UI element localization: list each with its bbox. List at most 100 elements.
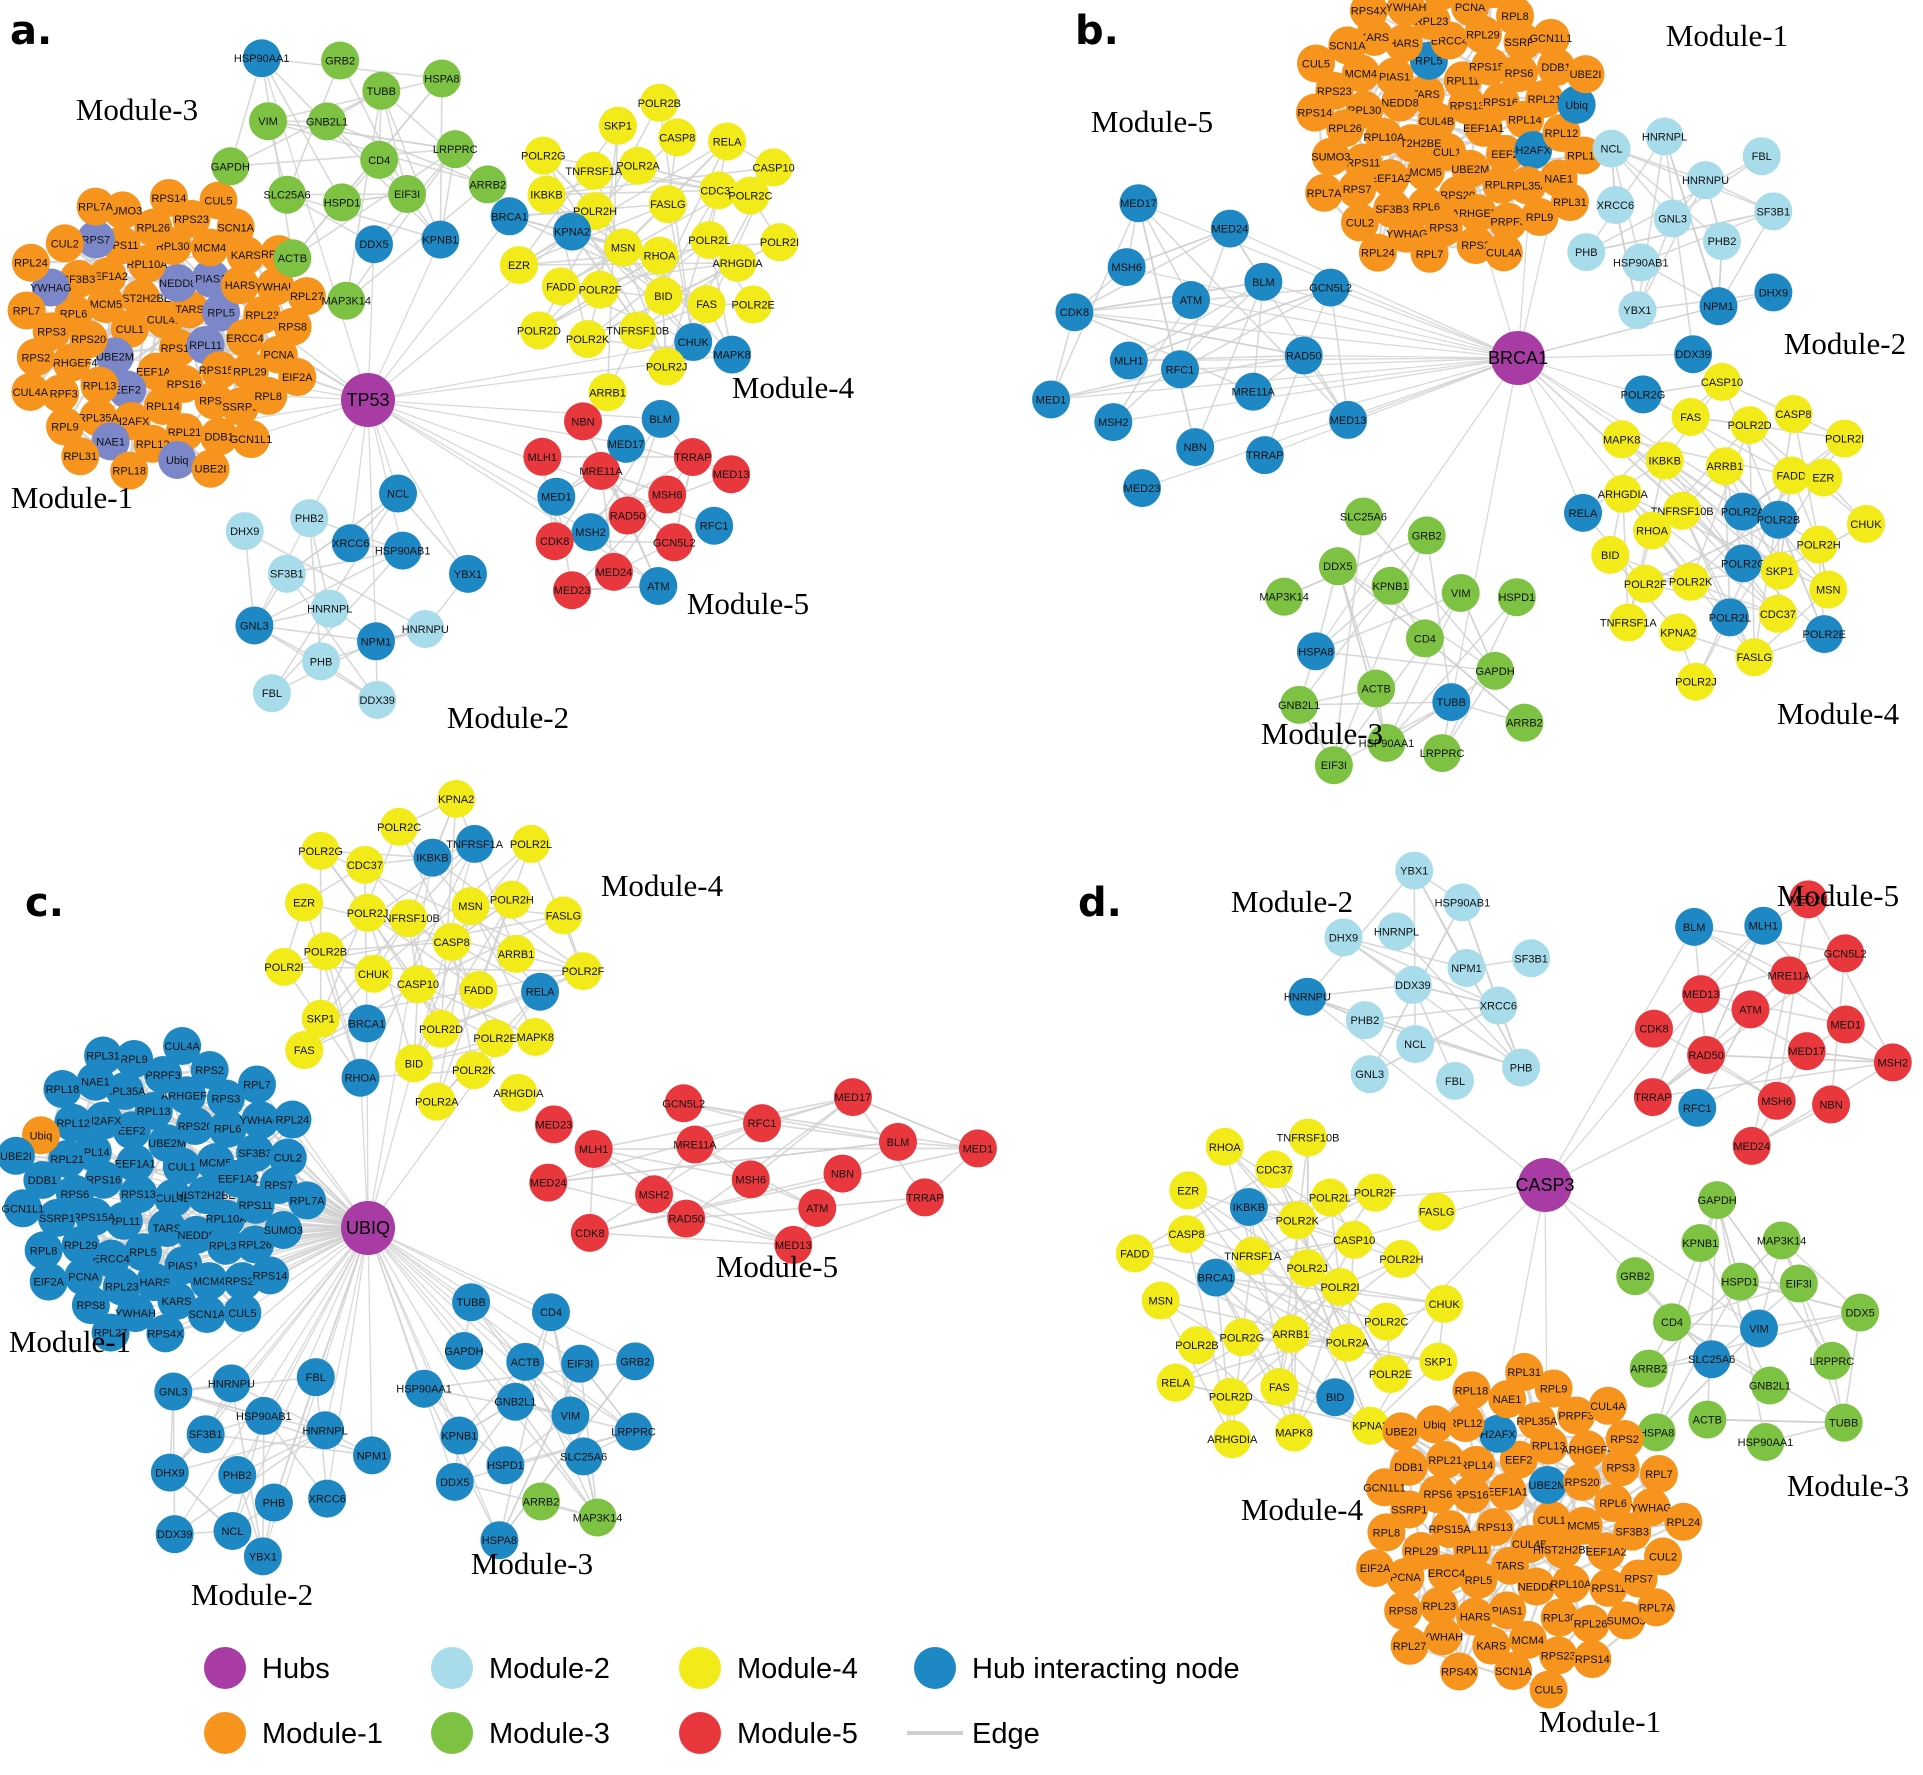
node-label: NEDD8 — [159, 278, 196, 290]
node-circle — [535, 522, 574, 561]
node-circle — [1367, 1513, 1406, 1552]
node-label: BLM — [887, 1137, 910, 1149]
node-label: HSPA8 — [1298, 646, 1333, 658]
node-circle — [1446, 1404, 1485, 1443]
node-label: LRPPRC — [433, 144, 478, 156]
node-circle — [1710, 598, 1749, 637]
node-label: POLR2B — [1757, 515, 1800, 527]
node-CD4: CD4 — [1405, 619, 1444, 658]
node-GNL3: GNL3 — [1350, 1055, 1389, 1094]
module4-swatch — [679, 1647, 721, 1689]
node-CHUK: CHUK — [1847, 504, 1886, 543]
node-label: MED13 — [713, 469, 750, 481]
node-POLR2A: POLR2A — [1326, 1323, 1370, 1362]
node-SSRP1: SSRP1 — [37, 1198, 76, 1237]
node-SKP1: SKP1 — [598, 106, 637, 145]
node-label: PIAS1 — [1492, 1605, 1523, 1617]
node-circle — [798, 1188, 837, 1227]
node-label: TARS — [1496, 1561, 1525, 1573]
node-GAPDH: GAPDH — [1698, 1181, 1737, 1220]
node-FBL: FBL — [1435, 1061, 1474, 1100]
module-label-c-module-4: Module-4 — [601, 868, 724, 903]
node-label: MCM5 — [1567, 1521, 1599, 1533]
module-edge — [273, 1376, 317, 1503]
module-edge — [1333, 535, 1428, 766]
node-circle — [1311, 137, 1350, 176]
node-label: KPNA2 — [554, 227, 590, 239]
node-label: NBN — [831, 1169, 854, 1181]
module-edge — [1137, 202, 1349, 421]
node-label: PCNA — [1455, 2, 1486, 14]
node-MED24: MED24 — [1732, 1126, 1771, 1165]
node-HSPA8: HSPA8 — [480, 1521, 519, 1560]
node-POLR2D: POLR2D — [419, 1009, 463, 1048]
node-circle — [347, 1004, 386, 1043]
node-label: RPL27 — [94, 1328, 128, 1340]
node-MRE11A: MRE11A — [673, 1125, 717, 1164]
node-EIF2A: EIF2A — [278, 358, 317, 397]
node-FADD: FADD — [459, 970, 498, 1009]
legend-item-module-3: Module-3 — [431, 1712, 610, 1754]
node-ARHGEF4: ARHGEF4 — [46, 343, 98, 382]
node-EIF2A: EIF2A — [1356, 1549, 1395, 1588]
node-CDK8: CDK8 — [1055, 293, 1094, 332]
node-RPL26: RPL26 — [134, 208, 173, 247]
node-circle — [155, 1515, 194, 1554]
node-TARS: TARS — [147, 1209, 186, 1248]
node-circle — [220, 266, 259, 305]
node-label: POLR2G — [521, 151, 566, 163]
node-circle — [1772, 456, 1811, 495]
node-circle — [1698, 1181, 1737, 1220]
node-circle — [1490, 1546, 1529, 1585]
node-MRE11A: MRE11A — [1232, 372, 1275, 411]
node-label: PRPF3 — [1490, 217, 1525, 229]
node-HNRNPL: HNRNPL — [1374, 912, 1419, 951]
node-label: ARRB1 — [1273, 1329, 1310, 1341]
node-label: CUL5 — [1535, 1685, 1563, 1697]
node-TNFRSF1A: TNFRSF1A — [446, 824, 504, 863]
node-label: EEF1A1 — [1463, 123, 1504, 135]
node-UBE2M: UBE2M — [148, 1124, 187, 1163]
node-label: RPL26 — [137, 223, 171, 235]
node-circle — [1826, 1005, 1865, 1044]
hub-edge — [366, 1023, 369, 1229]
node-MED13: MED13 — [1682, 975, 1721, 1014]
node-label: RPL30 — [156, 241, 190, 253]
node-circle — [607, 424, 646, 463]
node-label: RPL26 — [1574, 1619, 1608, 1631]
node-circle — [667, 1199, 706, 1238]
node-circle — [1384, 24, 1423, 63]
node-label: POLR2G — [1220, 1332, 1265, 1344]
node-NAE1: NAE1 — [1488, 1380, 1527, 1419]
node-CDC37: CDC37 — [699, 171, 738, 210]
node-FBL: FBL — [252, 674, 291, 713]
module-edge — [1807, 898, 1894, 1063]
node-HNRNPU: HNRNPU — [1284, 977, 1331, 1016]
node-label: RPL31 — [1553, 197, 1587, 209]
module-edge — [1750, 975, 1790, 1147]
node-label: MSH2 — [575, 527, 606, 539]
module-edge — [593, 1147, 978, 1150]
node-label: TNFRSF1A — [1600, 618, 1658, 630]
node-RPS14: RPS14 — [251, 1256, 290, 1295]
node-label: ARHGDIA — [1598, 489, 1649, 501]
node-MED24: MED24 — [529, 1163, 568, 1202]
node-PIAS1: PIAS1 — [1375, 57, 1414, 96]
node-circle — [154, 1372, 193, 1411]
node-circle — [190, 1262, 229, 1301]
node-NBN: NBN — [564, 402, 603, 441]
node-PCNA: PCNA — [64, 1257, 103, 1296]
node-label: RPS14 — [1297, 108, 1332, 120]
node-label: RPL6 — [60, 308, 88, 320]
module-label-d-module-1: Module-1 — [1539, 1704, 1661, 1739]
node-CDK8: CDK8 — [570, 1213, 609, 1252]
legend: HubsModule-1Module-2Module-3Module-4Modu… — [204, 1647, 1240, 1754]
node-label: POLR2K — [1669, 577, 1713, 589]
node-POLR2F: POLR2F — [1624, 564, 1667, 603]
node-circle — [1588, 1386, 1627, 1425]
module-edge — [1699, 1242, 1771, 1386]
node-CDC37: CDC37 — [1255, 1150, 1294, 1189]
node-circle — [1371, 1355, 1410, 1394]
node-circle — [561, 1344, 600, 1383]
module-edge — [1664, 460, 1779, 615]
